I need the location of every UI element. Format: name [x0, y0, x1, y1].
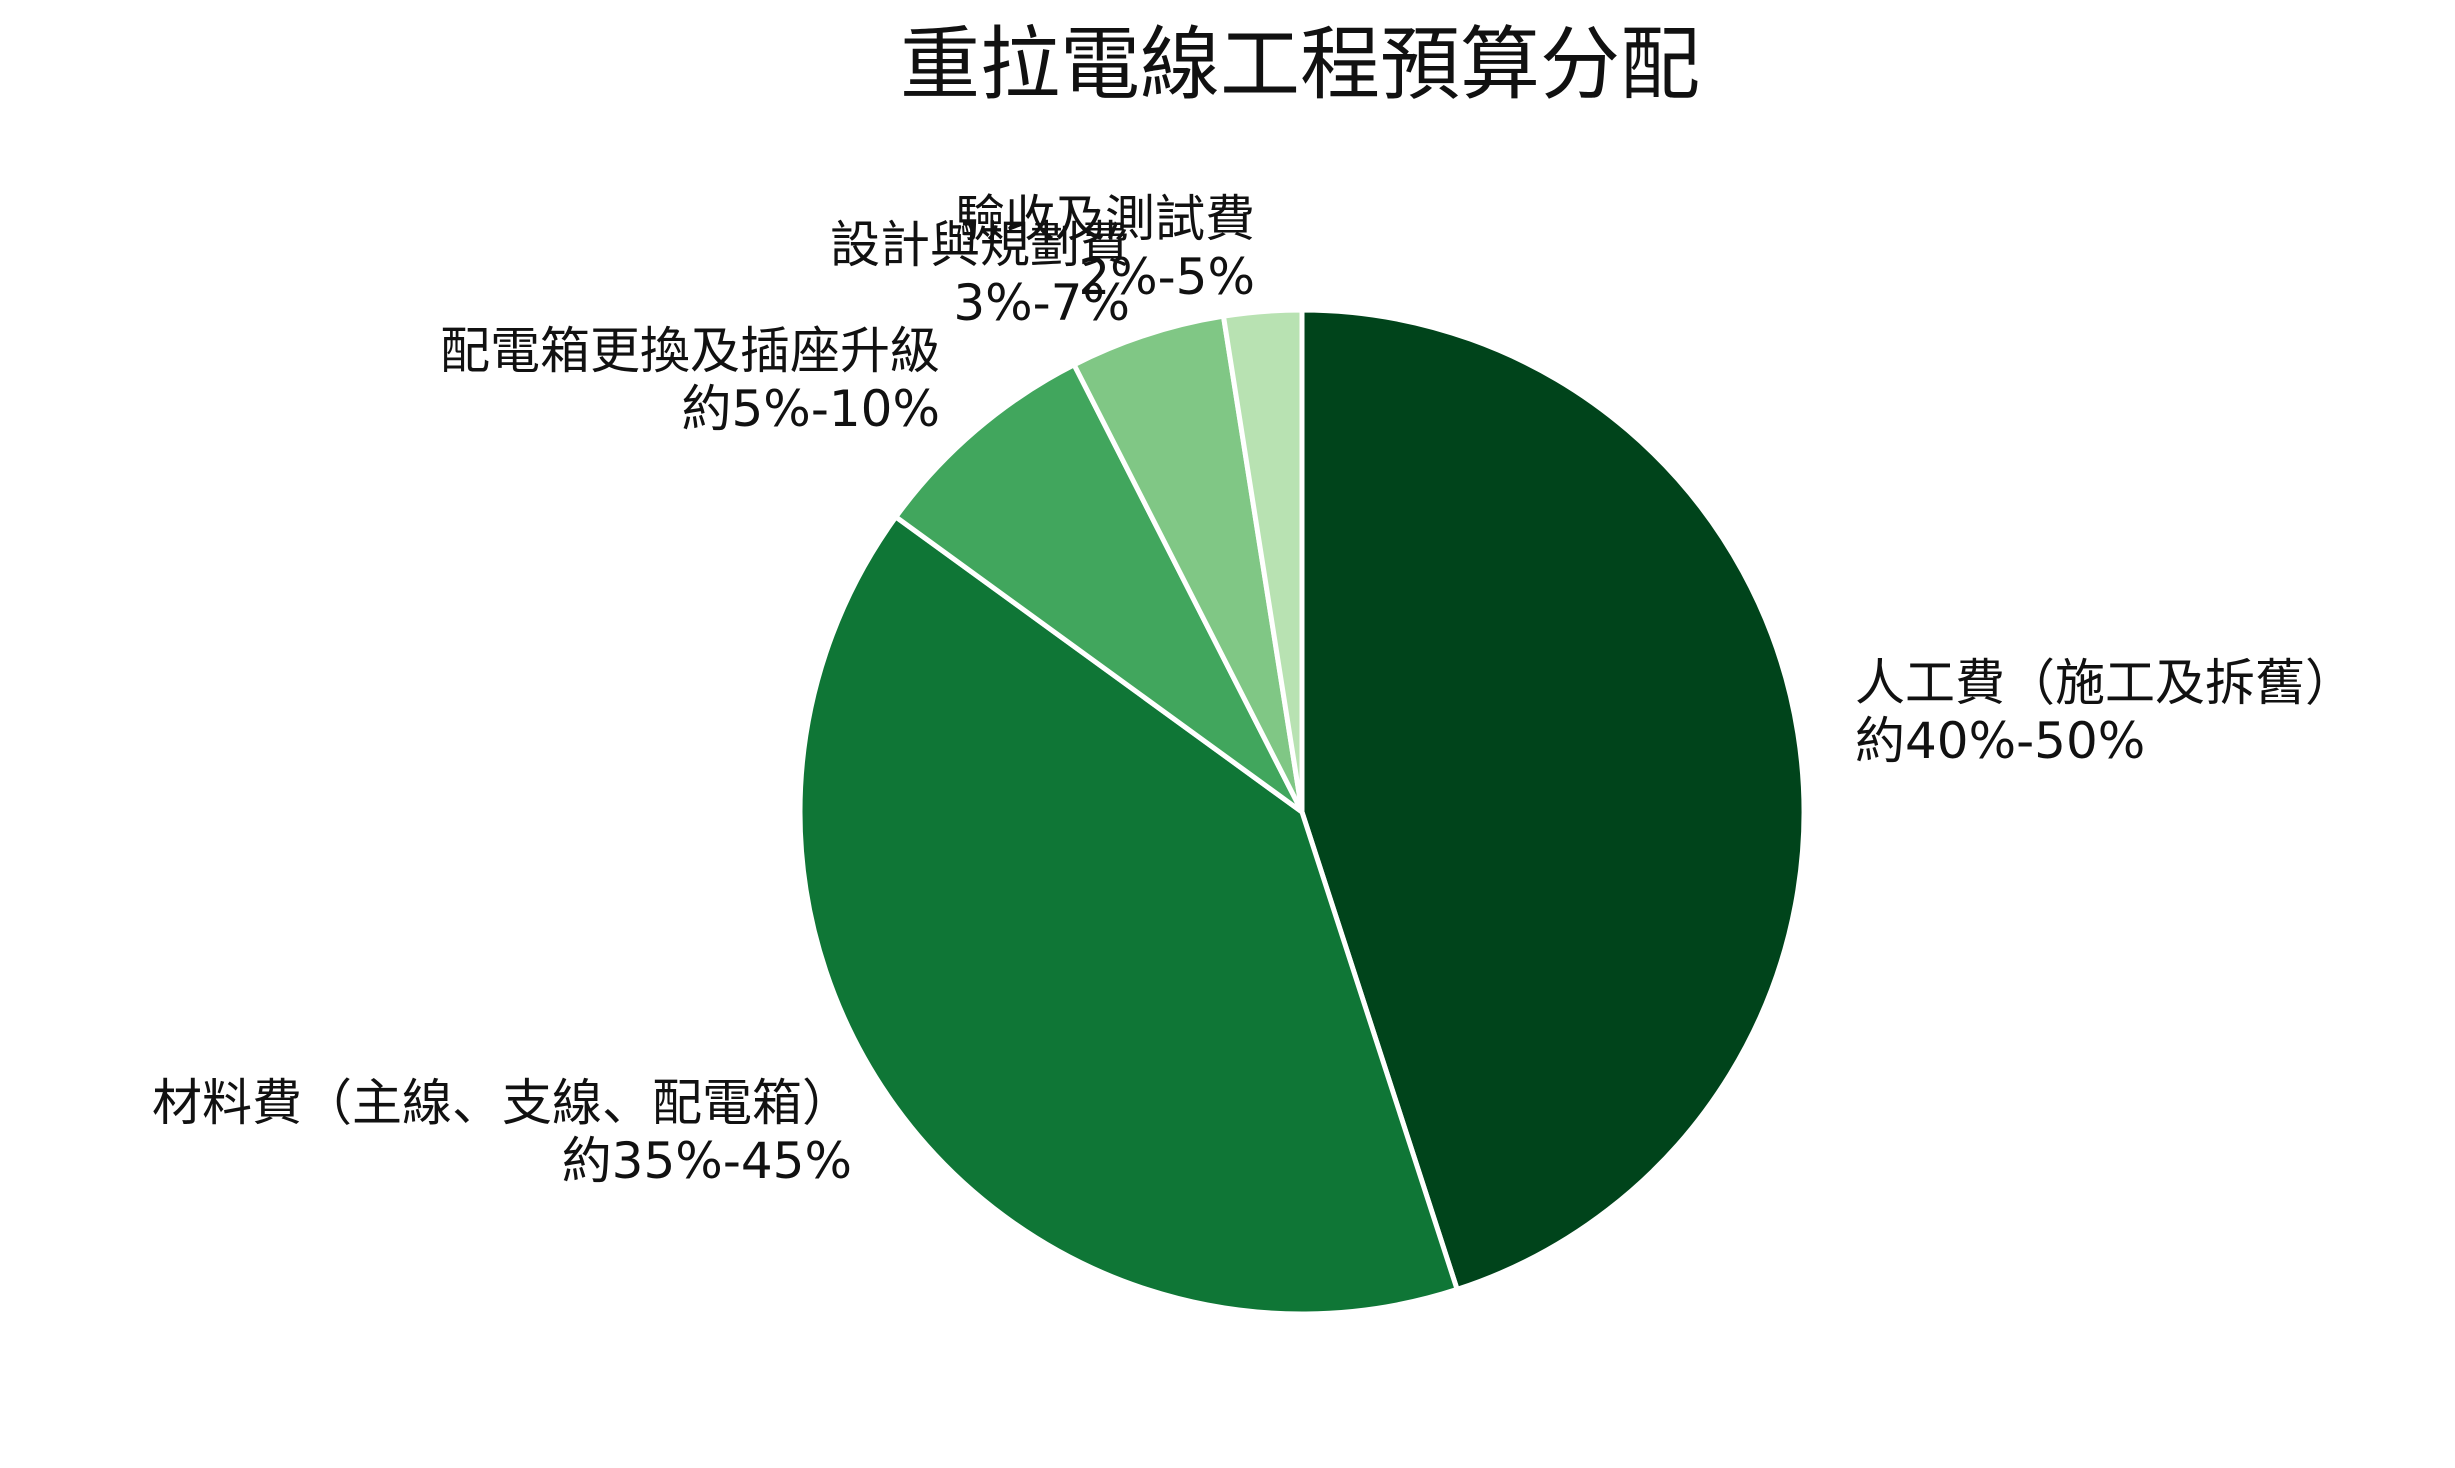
slice-label: 人工費（施工及拆舊） [1855, 654, 2355, 712]
pie-slice [797, 514, 1460, 1317]
slice-range-label: 3%-7% [953, 274, 1130, 332]
slice-label: 材料費（主線、支線、配電箱） [152, 1074, 852, 1132]
slice-label: 配電箱更換及插座升級 [440, 322, 940, 380]
slice-range-label: 約5%-10% [682, 380, 941, 438]
slice-label: 驗收及測試費 [955, 190, 1255, 248]
pie-slices [797, 307, 1807, 1317]
pie-slice [893, 362, 1305, 815]
pie-labels: 人工費（施工及拆舊）約40%-50% 材料費（主線、支線、配電箱）約35%-45%… [152, 190, 2355, 1190]
pie-slice [1220, 307, 1305, 815]
pie-slice [1299, 307, 1807, 1292]
chart-title: 重拉電線工程預算分配 [900, 18, 1700, 111]
pie-slice [1071, 313, 1305, 815]
slice-range-label: 2%-5% [1078, 248, 1255, 306]
slice-label: 設計與規劃費 [830, 216, 1130, 274]
slice-range-label: 約35%-45% [562, 1132, 852, 1190]
slice-range-label: 約40%-50% [1855, 712, 2145, 770]
